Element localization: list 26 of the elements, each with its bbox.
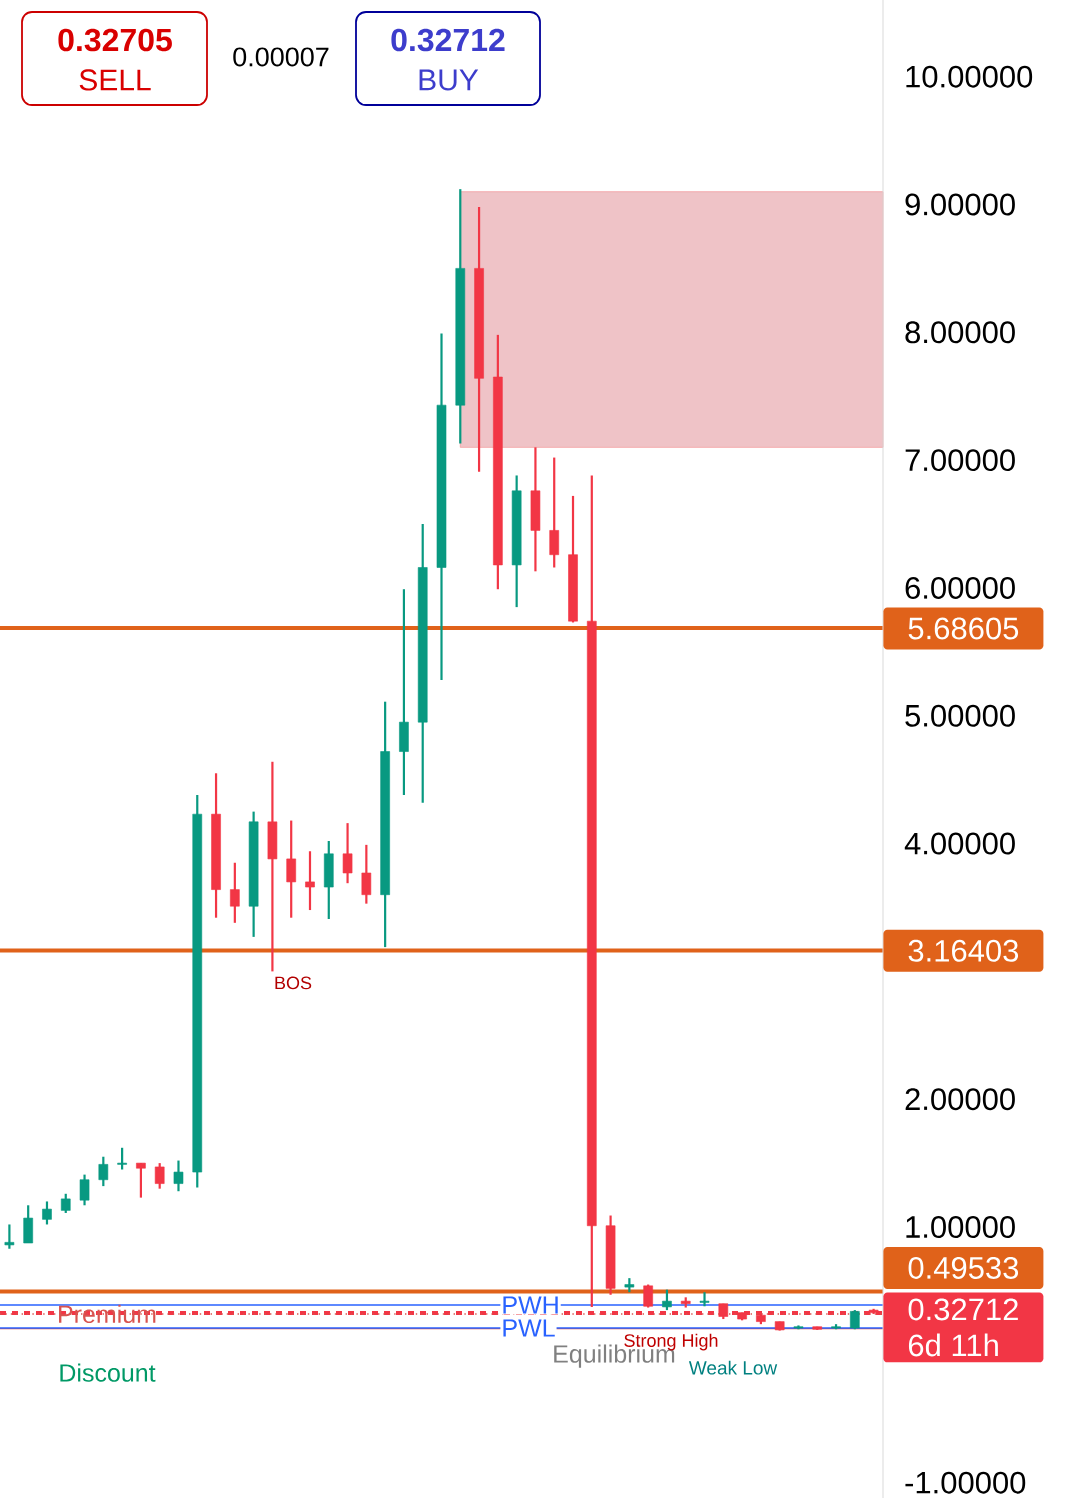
ref-line-label: 5.68605	[908, 617, 1019, 640]
y-tick-label: 5.00000	[905, 704, 1015, 727]
y-tick-label: 4.00000	[904, 832, 1015, 855]
y-tick-label: 7.00000	[905, 449, 1015, 472]
ref-line-label: Premium	[59, 1304, 156, 1324]
y-tick-label: 1.00000	[906, 1216, 1015, 1239]
annotation: Weak Low	[688, 1360, 778, 1375]
annotation: 0.32712	[391, 28, 505, 52]
text: 6d 11h	[908, 1333, 998, 1357]
y-tick-label: -1.00000	[905, 1471, 1026, 1494]
annotation: 0.32705	[58, 28, 172, 52]
annotation: SELL	[79, 69, 151, 91]
annotation: BOS	[275, 976, 312, 990]
y-tick-label: 6.00000	[905, 576, 1015, 599]
ref-line-label: PWH	[503, 1296, 558, 1314]
ref-line-label: 3.16403	[908, 939, 1019, 962]
annotation: 0.00007	[233, 47, 329, 67]
y-tick-label: 10.00000	[906, 65, 1033, 88]
y-tick-label: 8.00000	[905, 321, 1015, 344]
y-tick-label: 9.00000	[905, 193, 1015, 216]
ref-line-label: 0.49533	[908, 1256, 1019, 1279]
y-tick-label: 2.00000	[905, 1088, 1015, 1111]
ref-line-label: PWL	[503, 1319, 555, 1337]
ref-line-label: Discount	[60, 1363, 156, 1382]
ref-line-label: 0.32712	[908, 1298, 1018, 1321]
annotation: BUY	[419, 69, 479, 91]
